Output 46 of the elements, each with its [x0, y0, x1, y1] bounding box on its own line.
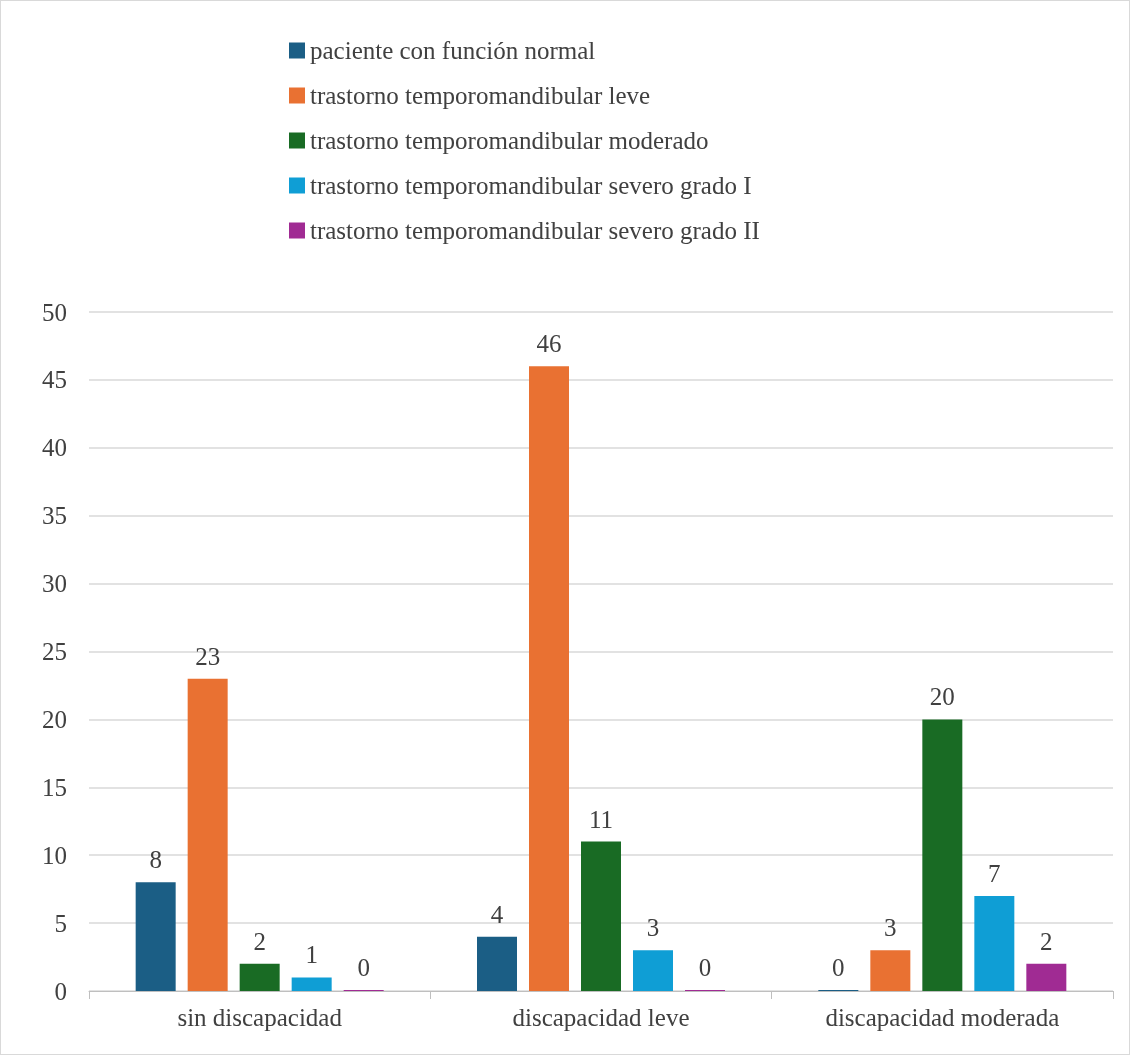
bar	[922, 719, 963, 991]
y-tick-label: 5	[54, 909, 67, 937]
y-tick-label: 20	[42, 705, 67, 733]
data-label: 0	[832, 954, 845, 981]
legend-label: trastorno temporomandibular moderado	[310, 127, 709, 154]
y-tick-label: 10	[42, 841, 67, 869]
legend-label: paciente con función normal	[310, 37, 596, 64]
data-label: 0	[357, 954, 370, 981]
data-label: 4	[490, 900, 504, 928]
bar	[135, 882, 176, 991]
bar	[870, 950, 911, 991]
bar	[239, 963, 280, 991]
legend-label: trastorno temporomandibular severo grado II	[310, 217, 760, 244]
bar	[1026, 963, 1067, 991]
y-tick-label: 45	[42, 366, 67, 394]
x-tick-label: discapacidad moderada	[825, 1004, 1060, 1031]
data-label: 1	[305, 941, 318, 969]
y-tick-label: 40	[42, 434, 67, 462]
legend-label: trastorno temporomandibular leve	[310, 82, 651, 109]
data-label: 46	[536, 330, 562, 358]
bar	[633, 950, 673, 991]
data-label: 11	[588, 805, 614, 833]
bar	[187, 678, 228, 991]
bar	[974, 895, 1015, 991]
x-tick-label: discapacidad leve	[512, 1004, 690, 1031]
y-tick-label: 15	[42, 773, 67, 801]
bar	[291, 977, 332, 991]
data-label: 3	[884, 914, 897, 942]
data-label: 8	[149, 846, 162, 874]
data-label: 3	[646, 914, 660, 942]
y-tick-label: 35	[42, 502, 67, 530]
legend-label: trastorno temporomandibular severo grado I	[310, 172, 752, 199]
bar	[477, 936, 517, 991]
y-tick-label: 30	[42, 570, 67, 598]
y-tick-label: 25	[42, 638, 67, 665]
data-label: 2	[253, 927, 266, 955]
bar	[529, 366, 569, 991]
bar	[581, 841, 621, 991]
y-tick-label: 50	[42, 298, 67, 326]
data-label: 20	[929, 683, 955, 711]
data-label: 2	[1040, 927, 1053, 955]
y-tick-label: 0	[54, 977, 67, 1005]
data-label: 23	[195, 642, 221, 670]
x-tick-label: sin discapacidad	[177, 1004, 343, 1031]
data-label: 0	[698, 954, 712, 981]
data-label: 7	[988, 859, 1001, 887]
